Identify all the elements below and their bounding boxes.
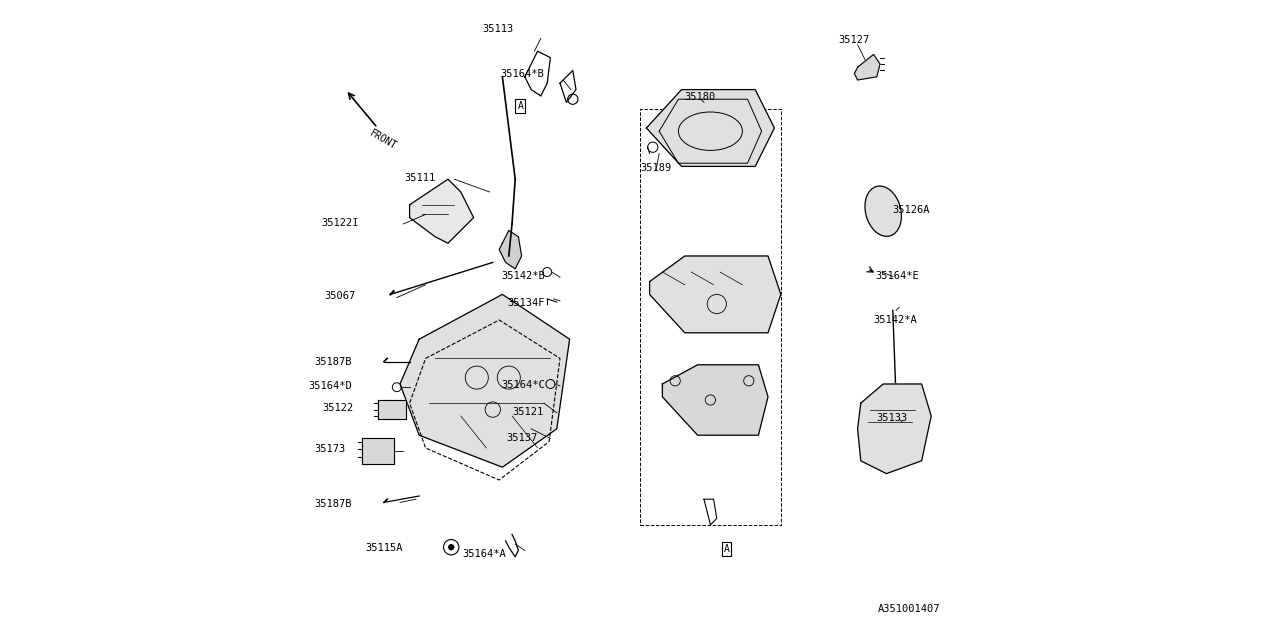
- Polygon shape: [399, 294, 570, 467]
- Text: 35137: 35137: [507, 433, 538, 444]
- Text: 35173: 35173: [315, 444, 346, 454]
- Text: 35113: 35113: [483, 24, 513, 34]
- Ellipse shape: [865, 186, 901, 236]
- Polygon shape: [663, 365, 768, 435]
- Text: 35164*A: 35164*A: [462, 548, 506, 559]
- Text: 35187B: 35187B: [315, 499, 352, 509]
- Text: 35121: 35121: [513, 406, 544, 417]
- Text: 35164*D: 35164*D: [308, 381, 352, 391]
- Text: FRONT: FRONT: [369, 128, 398, 151]
- Polygon shape: [362, 438, 394, 464]
- Polygon shape: [855, 54, 881, 80]
- Polygon shape: [410, 179, 474, 243]
- Text: 35115A: 35115A: [366, 543, 403, 554]
- Text: 35164*B: 35164*B: [500, 68, 544, 79]
- Circle shape: [448, 544, 454, 550]
- Polygon shape: [378, 400, 407, 419]
- Text: 35189: 35189: [640, 163, 671, 173]
- Text: 35142*B: 35142*B: [502, 271, 545, 282]
- Text: 35180: 35180: [685, 92, 716, 102]
- Text: 35126A: 35126A: [893, 205, 931, 215]
- Text: 35127: 35127: [838, 35, 869, 45]
- Text: 35164*C: 35164*C: [502, 380, 545, 390]
- Text: 35122I: 35122I: [321, 218, 358, 228]
- Text: A: A: [517, 100, 524, 111]
- Text: A: A: [723, 544, 730, 554]
- Polygon shape: [646, 90, 774, 166]
- Text: 35122: 35122: [323, 403, 353, 413]
- Text: 35111: 35111: [404, 173, 435, 183]
- Text: 35164*E: 35164*E: [876, 271, 919, 282]
- Text: 35133: 35133: [877, 413, 908, 423]
- Bar: [640, 109, 781, 525]
- Text: 35142*A: 35142*A: [874, 315, 918, 325]
- Text: A351001407: A351001407: [878, 604, 941, 614]
- Polygon shape: [499, 230, 522, 269]
- Text: 35134F: 35134F: [508, 298, 545, 308]
- Text: 35187B: 35187B: [315, 356, 352, 367]
- Text: 35067: 35067: [324, 291, 356, 301]
- Polygon shape: [858, 384, 932, 474]
- Polygon shape: [650, 256, 781, 333]
